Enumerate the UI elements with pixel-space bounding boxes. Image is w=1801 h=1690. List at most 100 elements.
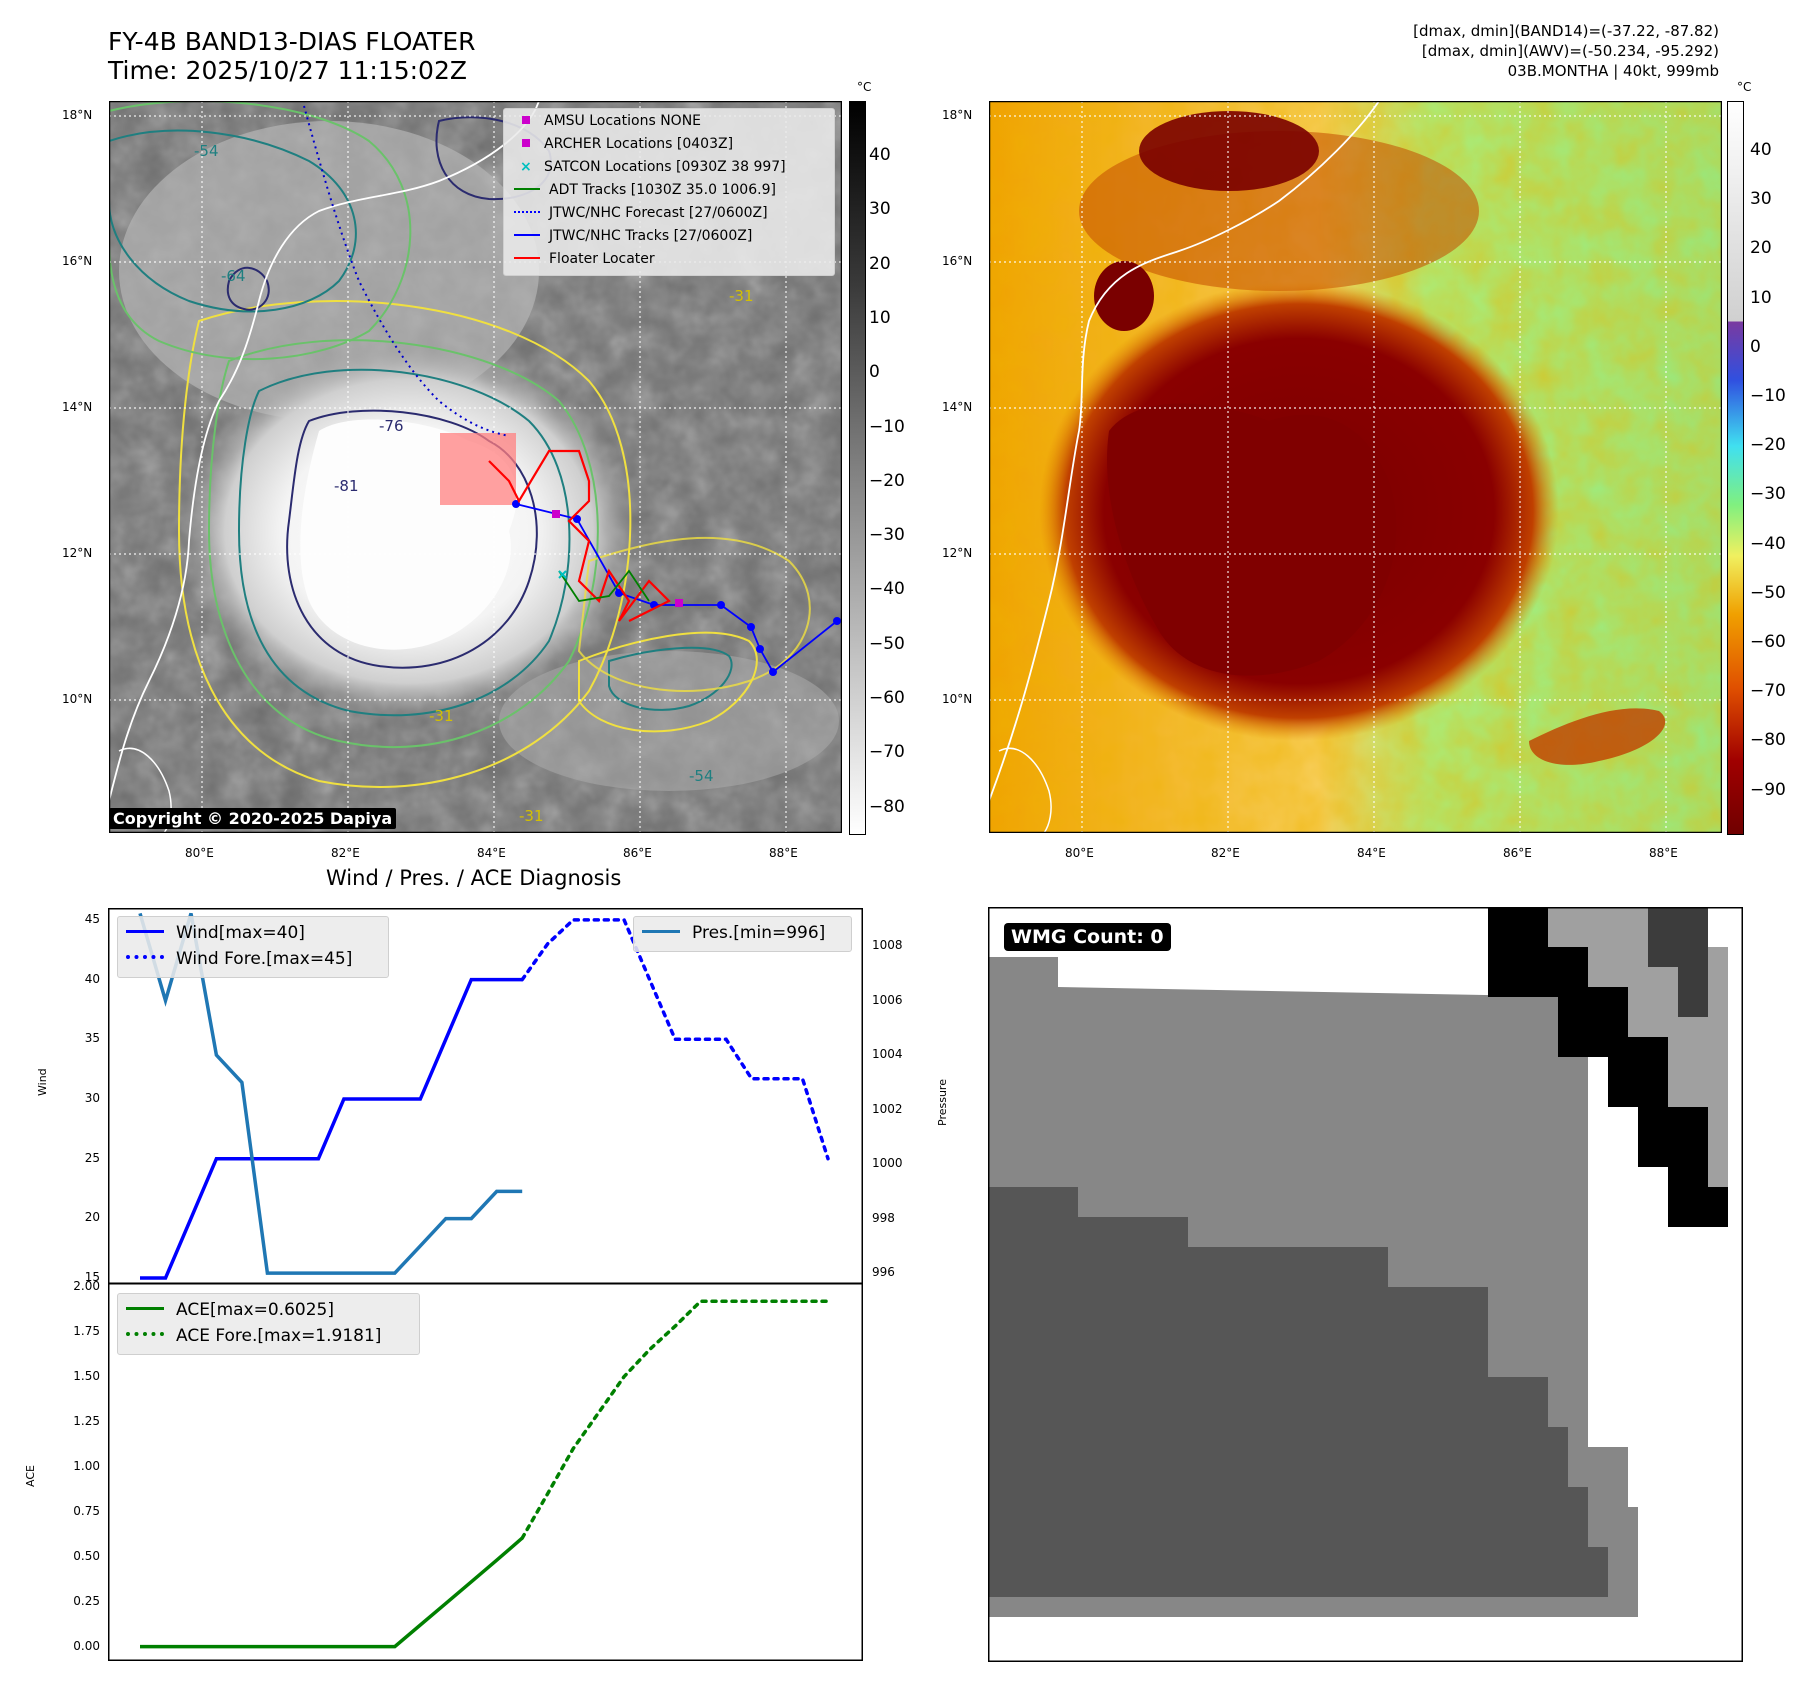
wmg-panel: [988, 907, 1743, 1662]
dotted-line-icon: [126, 1332, 164, 1336]
contour-label: -54: [194, 142, 219, 160]
legend-item-pressure: Pres.[min=996]: [642, 923, 825, 943]
lon-label: 84°E: [1357, 846, 1386, 860]
storm-info-text: 03B.MONTHA | 40kt, 999mb: [1507, 62, 1719, 80]
series-line: [140, 1536, 524, 1649]
axis-tick-label: 1000: [872, 1156, 903, 1171]
square-marker-icon: [522, 116, 530, 124]
colorbar-tick-label: −50: [1750, 582, 1786, 603]
colorbar-tick-label: −80: [869, 796, 905, 817]
line-swatch-icon: [514, 188, 540, 190]
line-swatch-icon: [514, 257, 540, 259]
colorbar-tick-label: 10: [1750, 287, 1772, 308]
axis-tick-label: 15: [84, 1270, 100, 1285]
lon-label: 82°E: [331, 846, 360, 860]
diagnosis-title: Wind / Pres. / ACE Diagnosis: [326, 866, 622, 890]
axis-tick-label: 998: [872, 1210, 895, 1225]
colorbar-tick-label: −70: [869, 742, 905, 763]
lon-label: 80°E: [1065, 846, 1094, 860]
colorbar-tick-label: 20: [1750, 238, 1772, 259]
colorbar-tick-label: 10: [869, 307, 891, 328]
line-swatch-icon: [642, 930, 680, 933]
lon-label: 86°E: [623, 846, 652, 860]
dotted-line-icon: [514, 211, 540, 213]
axis-tick-label: 1.50: [73, 1368, 100, 1383]
contour-label: -76: [379, 417, 404, 435]
square-marker-icon: [522, 139, 530, 147]
contour-label: -64: [221, 267, 246, 285]
lat-label: 14°N: [62, 400, 93, 414]
colorbar-unit: °C: [1737, 80, 1752, 94]
x-marker-icon: ×: [520, 159, 532, 175]
contour-label: -81: [334, 477, 359, 495]
axis-tick-label: 1004: [872, 1047, 903, 1062]
legend-item-amsu: AMSU Locations NONE: [514, 113, 701, 129]
axis-tick-label: 2.00: [73, 1278, 100, 1293]
line-swatch-icon: [126, 1307, 164, 1310]
colorbar-tick-label: −10: [1750, 386, 1786, 406]
colorbar-tick-label: −30: [1750, 484, 1786, 505]
grayscale-colorbar: [849, 101, 866, 835]
colorbar-tick-label: −70: [1750, 681, 1786, 702]
axis-tick-label: 35: [84, 1031, 100, 1046]
copyright-badge: Copyright © 2020-2025 Dapiya: [109, 808, 397, 829]
colorbar-tick-label: −40: [869, 579, 905, 600]
lon-label: 88°E: [1649, 846, 1678, 860]
colorbar-tick-label: −60: [1750, 632, 1786, 652]
lat-label: 12°N: [62, 546, 93, 560]
dotted-line-icon: [126, 955, 164, 959]
series-line: [520, 918, 830, 1161]
pressure-axis-label: Pressure: [936, 1079, 949, 1126]
colorbar-tick-label: 30: [869, 199, 891, 220]
wmg-count-badge: WMG Count: 0: [1004, 923, 1171, 951]
legend-item-adt: ADT Tracks [1030Z 35.0 1006.9]: [514, 182, 776, 198]
axis-tick-label: 25: [84, 1150, 100, 1165]
lon-label: 84°E: [477, 846, 506, 860]
colorbar-tick-label: −60: [869, 688, 905, 708]
axis-tick-label: 996: [872, 1265, 895, 1280]
ace-chart: [108, 1283, 863, 1661]
axis-tick-label: 1002: [872, 1101, 903, 1116]
legend-item-ace-fore: ACE Fore.[max=1.9181]: [126, 1326, 381, 1346]
map-legend: AMSU Locations NONE ARCHER Locations [04…: [503, 108, 835, 276]
awv-range-text: [dmax, dmin](AWV)=(-50.234, -95.292): [1421, 42, 1719, 60]
legend-item-tracks: JTWC/NHC Tracks [27/0600Z]: [514, 228, 752, 244]
colorbar-tick-label: 40: [1750, 140, 1772, 160]
colorbar-tick-label: −10: [869, 416, 905, 437]
colorbar-tick-label: −40: [1750, 533, 1786, 554]
axis-tick-label: 40: [84, 971, 100, 986]
legend-item-archer: ARCHER Locations [0403Z]: [514, 136, 733, 152]
lon-label: 86°E: [1503, 846, 1532, 860]
lat-label: 10°N: [942, 692, 973, 706]
axis-tick-label: 0.50: [73, 1548, 100, 1563]
series-line: [520, 1299, 830, 1540]
series-line: [138, 912, 523, 1275]
axis-tick-label: 1006: [872, 992, 903, 1007]
lat-label: 18°N: [942, 108, 973, 122]
axis-tick-label: 45: [84, 911, 100, 926]
colorbar-tick-label: −30: [869, 525, 905, 546]
legend-item-wind-fore: Wind Fore.[max=45]: [126, 949, 352, 969]
lat-label: 16°N: [942, 254, 973, 268]
legend-item-wind: Wind[max=40]: [126, 923, 305, 943]
contour-label: -54: [689, 767, 714, 785]
lat-label: 18°N: [62, 108, 93, 122]
colorbar-tick-label: −80: [1750, 730, 1786, 751]
wind-axis-label: Wind: [36, 1068, 49, 1096]
colorbar-tick-label: 40: [869, 145, 891, 165]
lat-label: 14°N: [942, 400, 973, 414]
legend-item-ace: ACE[max=0.6025]: [126, 1300, 334, 1320]
legend-item-floater: Floater Locater: [514, 251, 655, 267]
colorbar-tick-label: 0: [1750, 336, 1761, 357]
lon-label: 82°E: [1211, 846, 1240, 860]
axis-tick-label: 1.75: [73, 1323, 100, 1338]
legend-item-forecast: JTWC/NHC Forecast [27/0600Z]: [514, 205, 768, 221]
colorbar-tick-label: 20: [869, 253, 891, 274]
colorbar-tick-label: 0: [869, 362, 880, 383]
map-time: Time: 2025/10/27 11:15:02Z: [108, 56, 467, 85]
colorbar-unit: °C: [857, 80, 872, 94]
line-swatch-icon: [126, 930, 164, 933]
legend-item-satcon: × SATCON Locations [0930Z 38 997]: [520, 159, 786, 175]
colorbar-tick-label: −20: [869, 470, 905, 491]
colorbar-tick-label: −90: [1750, 779, 1786, 800]
